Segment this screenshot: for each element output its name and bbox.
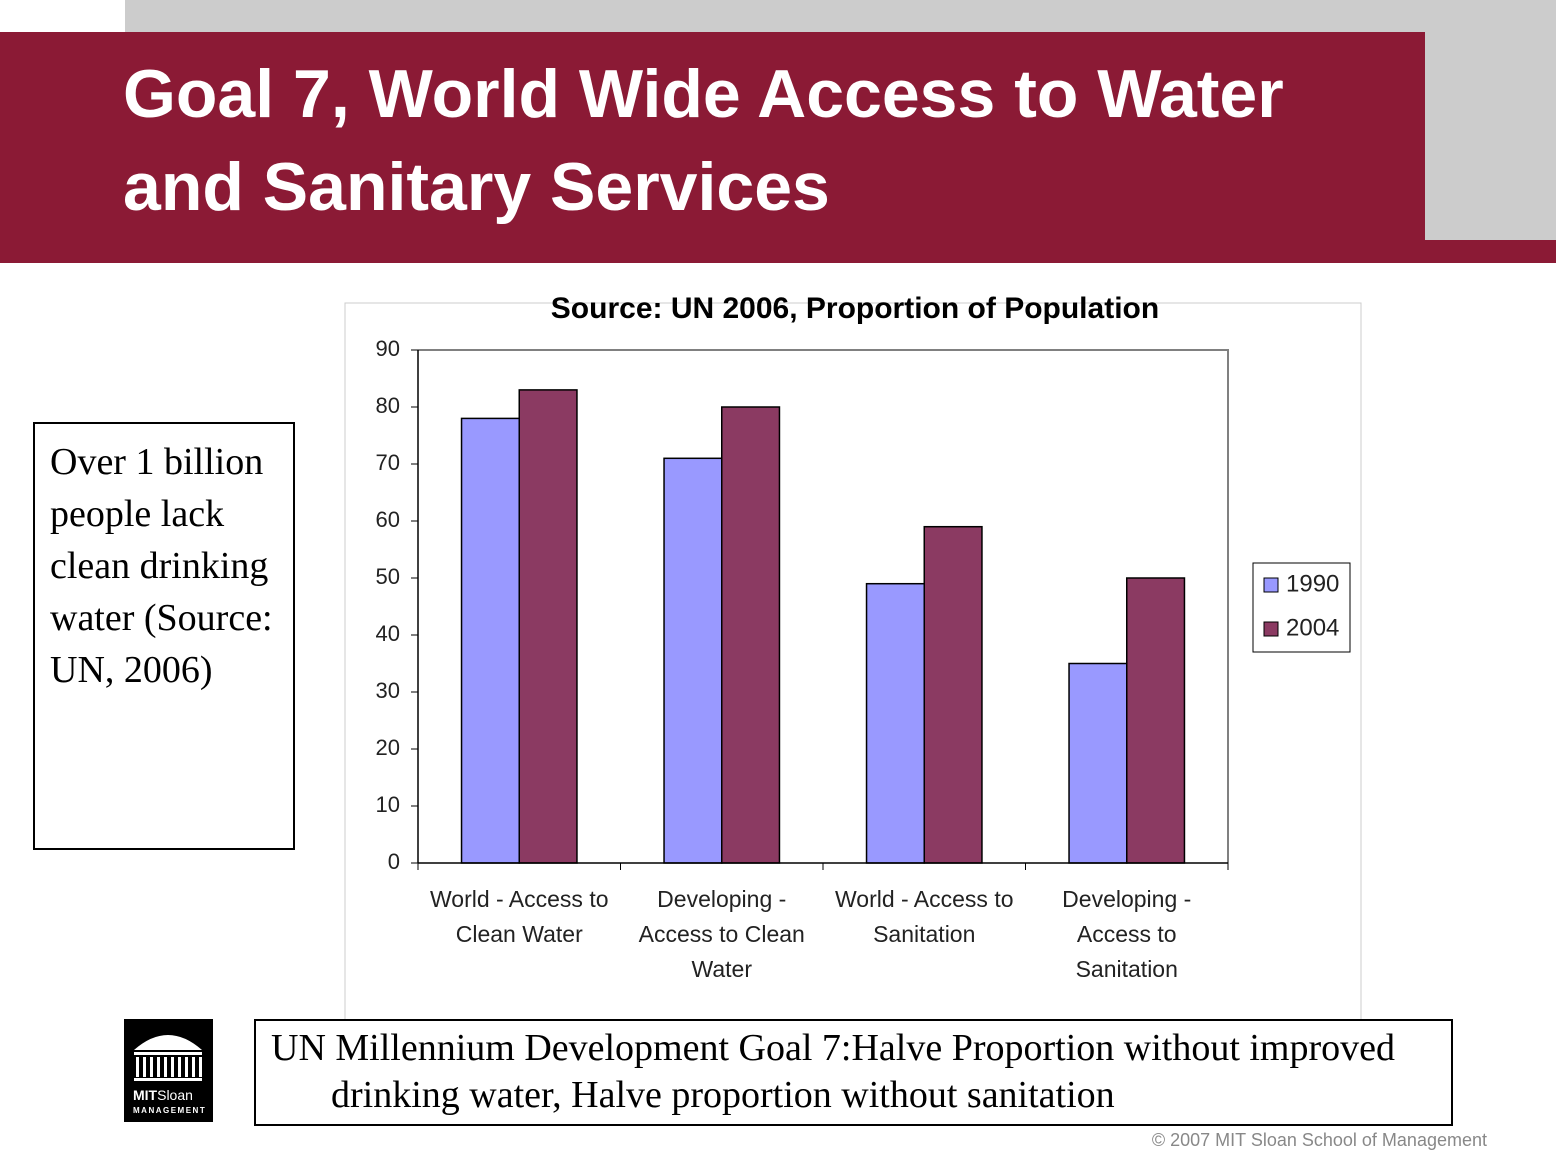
legend-swatch — [1263, 621, 1279, 637]
legend-swatch — [1263, 577, 1279, 593]
footer: © 2007 MIT Sloan School of Management — [1151, 1130, 1487, 1150]
logo-subtitle: MANAGEMENT — [133, 1106, 206, 1115]
bar — [518, 389, 578, 864]
logo-building — [134, 1035, 202, 1081]
y-tick-label: 30 — [376, 678, 400, 703]
slide-title: Goal 7, World Wide Access to Water and S… — [123, 56, 1284, 225]
y-tick-label: 90 — [376, 336, 400, 361]
legend-label: 2004 — [1286, 614, 1339, 641]
y-tick-label: 70 — [376, 450, 400, 475]
x-tick-label: Developing - Access to Clean Water — [638, 886, 805, 982]
plot-border — [418, 349, 1229, 863]
bar — [663, 457, 723, 864]
x-tick-label: World - Access to Sanitation — [834, 886, 1014, 947]
logo-brand-light: Sloan — [157, 1087, 193, 1103]
y-tick-label: 10 — [376, 792, 400, 817]
legend-label: 1990 — [1286, 570, 1339, 597]
bar — [460, 417, 521, 864]
y-tick-label: 80 — [376, 393, 400, 418]
y-tick-label: 40 — [376, 621, 400, 646]
logo-brand-bold: MIT — [133, 1087, 158, 1103]
logo-brand: MITSloan — [133, 1087, 193, 1103]
goal-statement: UN Millennium Development Goal 7:Halve P… — [254, 1019, 1453, 1126]
y-tick-label: 50 — [376, 564, 400, 589]
y-tick-label: 60 — [376, 507, 400, 532]
y-tick-label: 20 — [376, 735, 400, 760]
x-tick-label: World - Access to Clean Water — [429, 886, 609, 947]
header-band — [0, 32, 1425, 263]
chart-title: Source: UN 2006, Proportion of Populatio… — [551, 292, 1159, 325]
bar — [721, 406, 781, 864]
bar — [1068, 662, 1128, 864]
x-tick-label: Developing - Access to Sanitation — [1062, 886, 1192, 982]
side-note: Over 1 billion people lack clean drinkin… — [33, 422, 295, 850]
y-tick-label: 0 — [388, 849, 400, 874]
bar — [865, 582, 925, 864]
bar — [923, 525, 983, 864]
header-band-edge — [1425, 240, 1556, 263]
bar — [1126, 577, 1186, 864]
